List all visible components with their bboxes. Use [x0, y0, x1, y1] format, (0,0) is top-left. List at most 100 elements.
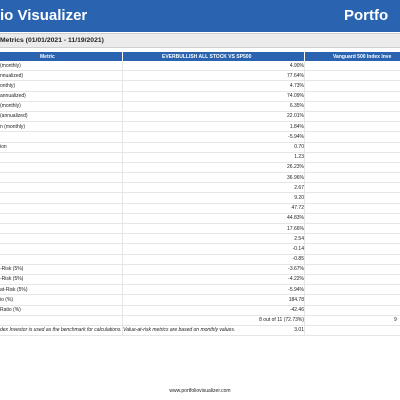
column-divider — [304, 224, 305, 234]
column-divider — [122, 213, 123, 223]
column-divider — [122, 162, 123, 173]
table-row: 8 out of 11 (72.73%) 9 — [0, 315, 400, 326]
column-divider — [122, 254, 123, 264]
value-cell: -3.67% — [288, 266, 304, 273]
value-cell: 0.70 — [294, 144, 304, 150]
table-row: -5.94% — [0, 132, 400, 143]
column-divider — [304, 81, 305, 91]
value-cell: -42.46 — [289, 307, 304, 313]
value-cell: 1.23 — [294, 154, 304, 161]
column-divider — [304, 61, 305, 71]
table-row: io (%) 184.78 — [0, 295, 400, 306]
footnote: dex Investor is used as the benchmark fo… — [0, 327, 236, 333]
footer-url: www.portfoliovisualizer.com — [169, 388, 231, 394]
value-cell: 17.66% — [287, 225, 304, 232]
column-divider — [304, 52, 305, 61]
metric-cell: nnualized) — [0, 72, 24, 79]
value-cell: 77.64% — [287, 72, 304, 79]
column-divider — [304, 193, 305, 203]
table-row: -Risk (5%) -4.22% — [0, 274, 400, 286]
value-cell-benchmark: 9 — [394, 317, 397, 324]
column-divider — [122, 101, 123, 111]
column-divider — [122, 315, 123, 325]
brand-title-right: Portfo — [344, 7, 389, 24]
column-divider — [304, 152, 305, 162]
table-row: annualized) 74.09% — [0, 91, 400, 102]
metric-cell: ion — [0, 144, 7, 150]
column-divider — [122, 234, 123, 244]
table-row: 2.54 — [0, 234, 400, 245]
column-divider — [122, 224, 123, 234]
table-row: n (monthly) 1.84% — [0, 122, 400, 133]
value-cell: 2.67 — [294, 184, 304, 191]
column-divider — [122, 264, 123, 274]
value-cell: 36.96% — [287, 174, 304, 181]
column-header-metric: Metric — [40, 53, 55, 60]
metric-cell: -Risk (5%) — [0, 276, 24, 283]
value-cell: 1.84% — [289, 123, 304, 130]
value-cell: -0.14 — [292, 245, 304, 252]
value-cell: -5.94% — [288, 286, 304, 293]
value-cell: 22.01% — [287, 113, 304, 120]
value-cell: 8 out of 11 (72.73%) — [259, 317, 304, 324]
column-divider — [122, 91, 123, 101]
column-divider — [304, 295, 305, 305]
column-divider — [122, 61, 123, 71]
column-divider — [122, 81, 123, 91]
value-cell: 26.23% — [287, 164, 304, 171]
table-row: (annualized) 22.01% — [0, 111, 400, 123]
table-header: Metric EVERBULLISH ALL STOCK VS SP500 Va… — [0, 52, 400, 61]
column-divider — [304, 264, 305, 274]
column-divider — [304, 305, 305, 315]
column-divider — [122, 274, 123, 285]
brand-title-left: io Visualizer — [0, 7, 88, 24]
column-divider — [304, 101, 305, 111]
metric-cell: (monthly) — [0, 62, 21, 69]
column-divider — [122, 122, 123, 132]
value-cell: 4.73% — [289, 82, 304, 89]
column-divider — [304, 162, 305, 173]
value-cell: 6.35% — [289, 103, 304, 110]
table-row: -0.14 — [0, 244, 400, 255]
app-header: io Visualizer Portfo — [0, 0, 400, 32]
metric-cell: n (monthly) — [0, 123, 26, 130]
column-divider — [122, 305, 123, 315]
value-cell: 3.01 — [294, 327, 304, 334]
column-divider — [304, 142, 305, 152]
table-row: (monthly) 4.90% — [0, 61, 400, 72]
value-cell: 74.09% — [287, 93, 304, 100]
column-divider — [304, 213, 305, 223]
column-divider — [304, 254, 305, 264]
table-row: 9.20 — [0, 193, 400, 204]
table-row: -Risk (5%) -3.67% — [0, 264, 400, 275]
table-row: -0.85 — [0, 254, 400, 265]
value-cell: 4.90% — [289, 62, 304, 69]
metric-cell: io (%) — [0, 296, 14, 303]
table-row: 47.72 — [0, 203, 400, 214]
column-divider — [304, 173, 305, 183]
column-divider — [304, 183, 305, 193]
metric-cell: (monthly) — [0, 103, 21, 110]
column-divider — [122, 173, 123, 183]
column-divider — [304, 91, 305, 101]
table-row: 1.23 — [0, 152, 400, 163]
column-divider — [304, 122, 305, 132]
column-divider — [122, 132, 123, 142]
column-divider — [304, 111, 305, 122]
metric-cell: (annualized) — [0, 113, 28, 120]
table-row: 44.83% — [0, 213, 400, 224]
section-title: Metrics (01/01/2021 - 11/19/2021) — [0, 33, 400, 48]
value-cell: 184.78 — [288, 296, 304, 303]
value-cell: -5.94% — [288, 133, 304, 140]
column-divider — [304, 244, 305, 254]
value-cell: -0.85 — [292, 256, 304, 263]
metrics-table-body: (monthly) 4.90% nnualized) 77.64% onthly) 4.7… — [0, 61, 400, 337]
column-divider — [122, 193, 123, 203]
metric-cell: Ratio (%) — [0, 307, 21, 313]
table-row: 17.66% — [0, 224, 400, 235]
table-row: (monthly) 6.35% — [0, 101, 400, 112]
column-divider — [304, 315, 305, 325]
column-divider — [304, 71, 305, 81]
table-row: 2.67 — [0, 183, 400, 194]
column-divider — [122, 71, 123, 81]
